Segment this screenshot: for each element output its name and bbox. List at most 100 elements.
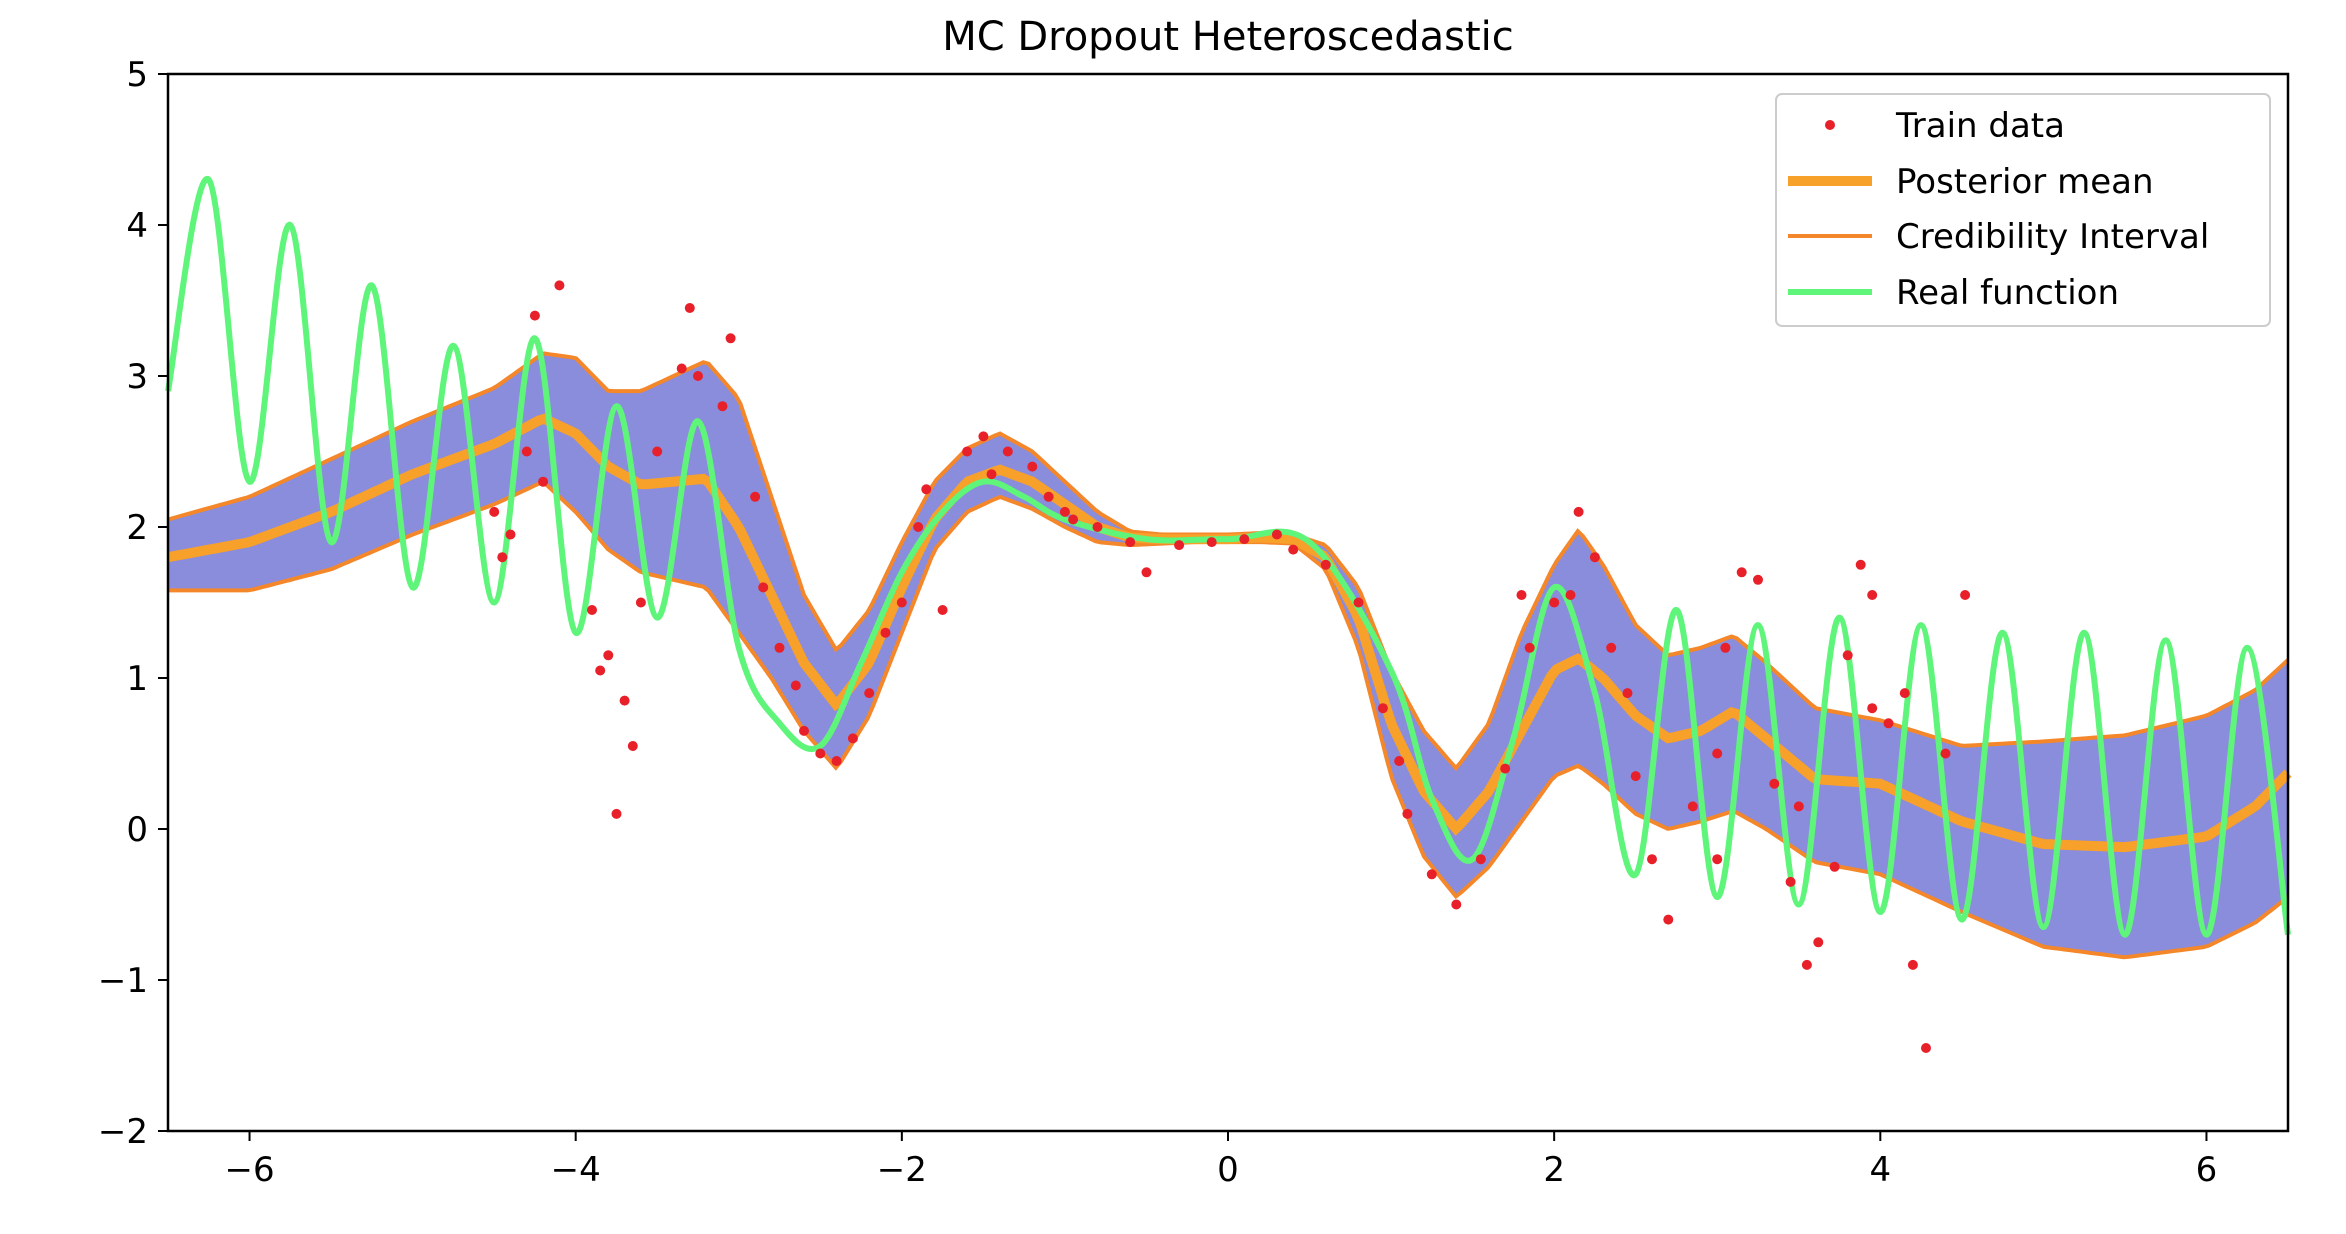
y-tick-label: 3	[126, 357, 148, 397]
y-tick-label: −1	[98, 961, 148, 1001]
train-data-point	[1092, 522, 1103, 532]
y-axis-ticks: −2 −1 0 1 2 3 4 5	[98, 55, 168, 1152]
train-data-point	[1801, 959, 1812, 970]
train-data-point	[497, 552, 508, 563]
train-data-point	[750, 491, 761, 502]
x-tick-label: −6	[224, 1150, 274, 1190]
train-data-point	[684, 303, 695, 313]
x-tick-label: 0	[1217, 1150, 1239, 1190]
train-data-point	[1622, 688, 1633, 699]
train-data-point	[619, 695, 630, 706]
train-data-point	[1002, 446, 1013, 457]
train-data-point	[1647, 854, 1657, 865]
train-data-point	[505, 529, 516, 540]
train-data-point	[896, 597, 907, 608]
train-data-point	[978, 431, 989, 442]
train-data-point	[1785, 876, 1796, 887]
train-data-point	[1606, 642, 1617, 653]
train-data-point	[1239, 534, 1250, 545]
train-data-point	[1855, 559, 1866, 570]
y-tick-label: 4	[126, 206, 148, 246]
train-data-point	[611, 808, 622, 819]
x-axis-ticks: −6 −4 −2 0 2 4 6	[224, 1131, 2217, 1190]
train-data-point	[1867, 590, 1878, 600]
train-data-point	[1125, 537, 1136, 548]
credibility-band-area	[168, 353, 2288, 958]
train-data-point	[725, 333, 736, 344]
y-tick-label: 1	[126, 659, 148, 699]
train-data-point	[587, 605, 597, 615]
series-lines	[165, 176, 2292, 960]
train-data-point	[799, 725, 809, 736]
train-data-point	[986, 469, 997, 480]
train-data-point	[1377, 703, 1388, 714]
train-data-point	[489, 506, 500, 517]
train-data-point	[1736, 567, 1747, 578]
train-data-point	[864, 688, 875, 699]
train-data-point	[554, 280, 565, 291]
train-data-point	[1320, 559, 1331, 570]
train-data-point	[1141, 567, 1152, 578]
train-data-point	[717, 401, 728, 412]
train-data-point	[603, 650, 614, 661]
legend-label: Real function	[1896, 273, 2119, 313]
train-data-point	[921, 484, 932, 495]
train-data-point	[635, 597, 646, 608]
legend-label: Credibility Interval	[1896, 217, 2209, 257]
train-data-point	[1883, 718, 1894, 729]
train-data-point	[1516, 590, 1527, 600]
chart-title: MC Dropout Heteroscedastic	[942, 14, 1514, 60]
train-data-point	[1353, 597, 1364, 608]
train-data-point	[529, 310, 540, 321]
train-data-point	[913, 522, 924, 532]
train-data-point	[652, 446, 663, 457]
train-data-point	[1524, 642, 1535, 653]
train-data-point	[1712, 748, 1723, 759]
train-data-point	[1043, 491, 1054, 502]
train-data-point	[790, 680, 801, 691]
train-data-point	[937, 605, 948, 615]
x-tick-label: 6	[2196, 1150, 2218, 1190]
train-data-point	[1829, 861, 1840, 872]
train-data-point	[1475, 854, 1486, 865]
train-data-point	[1769, 778, 1780, 789]
train-data-points	[489, 280, 1971, 1053]
train-data-point	[1921, 1043, 1931, 1053]
train-data-point	[1663, 914, 1674, 925]
train-data-point	[627, 741, 638, 751]
train-data-point	[1940, 748, 1951, 759]
y-tick-label: 0	[126, 810, 148, 850]
train-data-point	[831, 756, 842, 766]
train-data-point	[1899, 688, 1910, 699]
train-data-point	[758, 582, 769, 593]
train-data-point	[595, 665, 606, 676]
train-data-point	[1174, 540, 1185, 551]
credibility-band	[168, 353, 2288, 958]
train-data-point	[693, 371, 703, 381]
x-tick-label: −4	[551, 1150, 601, 1190]
real-function-line	[165, 176, 2291, 938]
train-data-point	[1271, 529, 1282, 540]
train-data-point	[1027, 461, 1038, 472]
y-tick-label: −2	[98, 1112, 148, 1152]
train-data-point	[1630, 771, 1641, 782]
train-data-point	[847, 733, 858, 744]
train-data-point	[1206, 537, 1217, 548]
train-data-point	[815, 748, 826, 759]
train-data-point	[774, 642, 785, 653]
train-data-point	[676, 363, 687, 374]
train-data-point	[1565, 590, 1576, 600]
train-data-point	[1500, 763, 1511, 774]
x-tick-label: 4	[1869, 1150, 1891, 1190]
train-data-point	[1059, 506, 1070, 517]
x-tick-label: 2	[1543, 1150, 1565, 1190]
train-data-point	[521, 446, 532, 457]
y-tick-label: 5	[126, 55, 148, 95]
legend: Train data Posterior mean Credibility Inte…	[1775, 93, 2271, 327]
train-data-point	[1426, 869, 1437, 880]
train-data-point	[1068, 514, 1079, 525]
train-data-point	[1589, 552, 1600, 563]
train-data-point	[1549, 597, 1560, 608]
train-data-point	[1793, 801, 1804, 812]
train-data-point	[1288, 544, 1299, 555]
